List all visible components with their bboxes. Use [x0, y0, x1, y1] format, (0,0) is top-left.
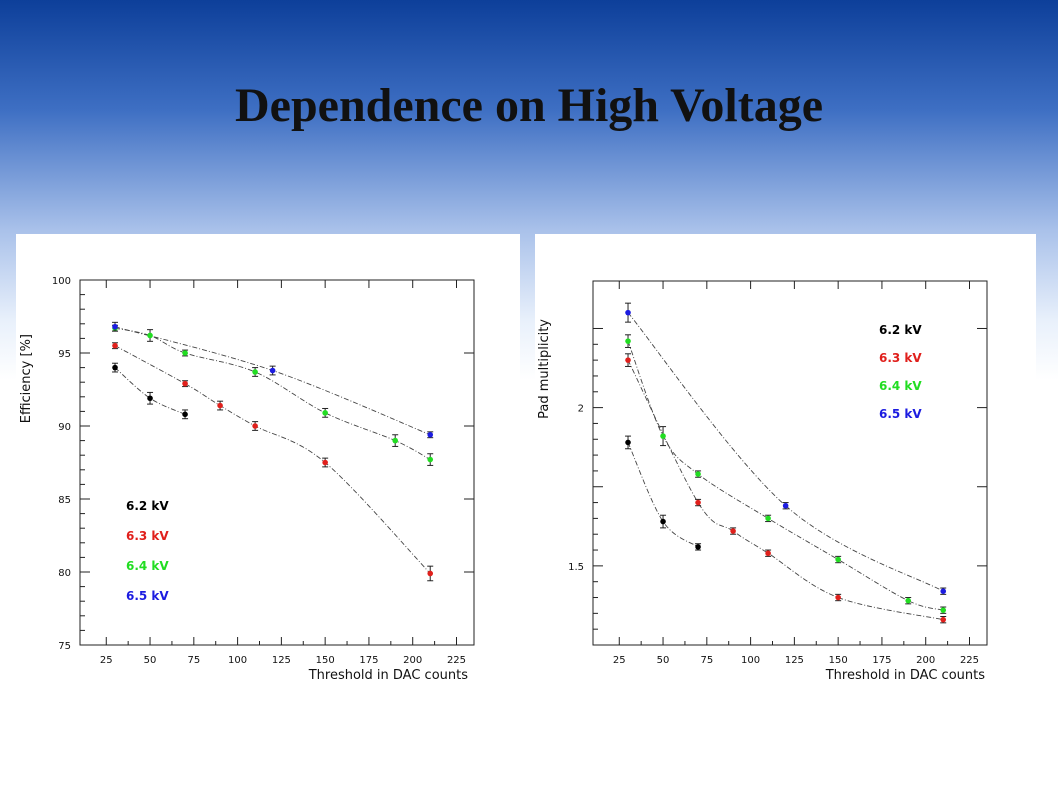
data-point	[427, 456, 434, 463]
data-point	[940, 588, 947, 594]
legend-entry: 6.5 kV	[126, 589, 169, 603]
data-point	[940, 616, 947, 623]
x-tick-label: 50	[144, 655, 157, 666]
x-tick-label: 175	[872, 655, 891, 666]
data-point	[112, 342, 118, 349]
data-point	[765, 550, 771, 557]
x-tick-label: 75	[187, 655, 200, 666]
data-point	[625, 338, 631, 344]
legend-entry: 6.3 kV	[126, 529, 169, 543]
x-tick-label: 150	[316, 655, 335, 666]
x-tick-label: 100	[741, 655, 760, 666]
data-point	[147, 395, 153, 402]
legend-entry: 6.2 kV	[879, 323, 922, 337]
efficiency-chart: 25 50 75 100 125 150 175 200 225 75 80 85 90 95 100 Thr…	[19, 276, 475, 683]
data-point	[322, 459, 328, 466]
data-point	[427, 431, 434, 438]
slide-title: Dependence on High Voltage	[234, 79, 824, 132]
x-tick-label: 125	[272, 655, 291, 666]
data-point	[625, 357, 631, 363]
y-tick-label: 95	[58, 349, 71, 360]
y-tick-label: 85	[58, 495, 71, 506]
y-tick-label: 1.5	[568, 562, 584, 573]
y-tick-label: 75	[58, 641, 71, 652]
legend-entry: 6.4 kV	[879, 379, 922, 393]
data-point	[182, 350, 188, 356]
data-point	[660, 433, 666, 439]
data-point	[182, 411, 188, 418]
multiplicity-chart-panel: 25 50 75 100 125 150 175 200 225 1.5 2 Threshold in…	[535, 234, 1036, 689]
pad-multiplicity-chart: 25 50 75 100 125 150 175 200 225 1.5 2 Threshold in…	[537, 280, 988, 683]
x-tick-label: 25	[100, 655, 113, 666]
data-point	[112, 364, 118, 371]
data-point	[835, 556, 841, 563]
legend-entry: 6.4 kV	[126, 559, 169, 573]
y-tick-label: 90	[58, 422, 71, 433]
fit-curve-6-3-kV	[114, 345, 431, 574]
data-point	[217, 402, 223, 409]
fit-curve-6-4-kV	[114, 327, 431, 460]
x-tick-label: 75	[700, 655, 713, 666]
data-point	[182, 380, 188, 387]
fit-curve-6-3-kV	[627, 359, 944, 621]
data-point	[730, 528, 736, 534]
data-point	[427, 570, 434, 577]
data-point	[940, 607, 947, 613]
legend-entry: 6.2 kV	[126, 499, 169, 513]
x-tick-label: 25	[613, 655, 626, 666]
data-point	[252, 369, 258, 375]
data-point	[625, 439, 631, 446]
data-point	[322, 410, 328, 416]
data-point	[695, 499, 701, 506]
data-point	[112, 323, 118, 330]
data-point	[695, 544, 701, 550]
y-tick-label: 100	[52, 276, 71, 287]
legend-entry: 6.5 kV	[879, 407, 922, 421]
y-axis-label: Pad multiplicity	[537, 319, 552, 419]
y-axis-label: Efficiency [%]	[19, 334, 34, 423]
y-tick-label: 2	[578, 404, 584, 415]
data-point	[765, 515, 771, 522]
efficiency-chart-panel: 25 50 75 100 125 150 175 200 225 75 80 85 90 95 100 Thr…	[16, 234, 520, 689]
data-point	[905, 597, 911, 604]
data-point	[835, 594, 841, 601]
x-axis-label: Threshold in DAC counts	[308, 668, 469, 683]
y-tick-label: 80	[58, 568, 71, 579]
x-tick-label: 200	[403, 655, 422, 666]
x-tick-label: 175	[359, 655, 378, 666]
data-point	[625, 309, 631, 316]
x-tick-label: 225	[960, 655, 979, 666]
data-point	[392, 437, 399, 444]
data-point	[269, 367, 276, 374]
x-tick-label: 100	[228, 655, 247, 666]
fit-curve-6-5-kV	[627, 312, 944, 592]
plot-frame	[592, 280, 988, 646]
data-point	[660, 518, 666, 525]
x-axis-label: Threshold in DAC counts	[825, 668, 986, 683]
data-point	[695, 471, 701, 477]
x-tick-label: 225	[447, 655, 466, 666]
legend-entry: 6.3 kV	[879, 351, 922, 365]
x-tick-label: 125	[785, 655, 804, 666]
fit-curve-6-2-kV	[114, 367, 186, 415]
fit-curve-6-4-kV	[627, 340, 944, 611]
x-tick-label: 50	[657, 655, 670, 666]
data-point	[147, 332, 153, 339]
data-point	[782, 502, 789, 509]
x-tick-label: 200	[916, 655, 935, 666]
plot-frame	[79, 279, 475, 646]
fit-curve-6-2-kV	[627, 442, 699, 548]
x-tick-label: 150	[829, 655, 848, 666]
data-point	[252, 423, 258, 429]
